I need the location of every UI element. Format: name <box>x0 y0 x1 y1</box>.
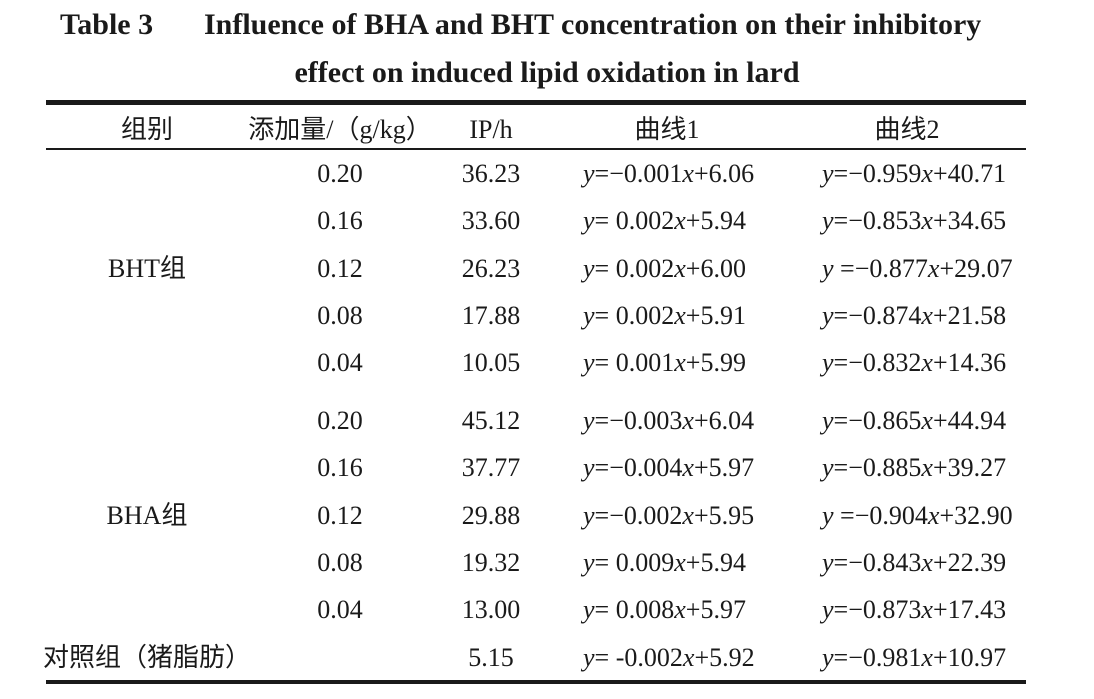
bottom-rule <box>46 680 1026 684</box>
cell-dose: 0.16 <box>317 206 363 236</box>
cell-dose: 0.12 <box>317 500 363 530</box>
cell-ip: 10.05 <box>461 348 521 377</box>
cell-dose: 0.08 <box>317 547 363 577</box>
cell-ip: 17.88 <box>461 300 521 330</box>
cell-curve2: y =−0.904x+32.90 <box>822 500 1013 530</box>
cell-dose: 0.04 <box>317 595 363 624</box>
cell-ip: 33.60 <box>461 206 521 236</box>
cell-ip: 37.77 <box>461 453 521 483</box>
group-label: BHA组 <box>106 500 188 530</box>
header-dose: 添加量/（g/kg） <box>248 115 432 144</box>
cell-curve1: y=−0.002x+5.95 <box>583 500 755 530</box>
cell-curve1: y= 0.002x+5.94 <box>583 206 746 236</box>
table-number: Table 3 <box>60 8 154 41</box>
cell-curve2: y=−0.832x+14.36 <box>822 348 1007 377</box>
control-label: 对照组（猪脂肪） <box>42 643 252 672</box>
cell-curve2: y=−0.959x+40.71 <box>822 159 1007 188</box>
header-group: 组别 <box>120 115 174 144</box>
cell-curve1: y= 0.002x+5.91 <box>583 300 746 330</box>
cell-curve2: y =−0.877x+29.07 <box>822 253 1013 283</box>
cell-curve2: y=−0.843x+22.39 <box>822 547 1007 577</box>
cell-dose: 0.20 <box>317 406 363 435</box>
cell-curve1: y= 0.001x+5.99 <box>583 348 746 377</box>
cell-ip: 26.23 <box>461 253 521 283</box>
cell-curve2: y=−0.873x+17.43 <box>822 595 1007 624</box>
top-rule <box>46 100 1026 105</box>
cell-curve2: y=−0.874x+21.58 <box>822 300 1007 330</box>
cell-curve1: y= 0.002x+6.00 <box>583 253 746 283</box>
control-ip: 5.15 <box>468 643 514 672</box>
cell-curve2: y=−0.853x+34.65 <box>822 206 1007 236</box>
control-curve2: y=−0.981x+10.97 <box>822 643 1007 672</box>
cell-ip: 29.88 <box>461 500 521 530</box>
cell-dose: 0.04 <box>317 348 363 377</box>
cell-ip: 19.32 <box>461 547 521 577</box>
group-label: BHT组 <box>107 253 187 283</box>
cell-curve1: y=−0.004x+5.97 <box>583 453 755 483</box>
cell-dose: 0.20 <box>317 159 363 188</box>
cell-dose: 0.08 <box>317 300 363 330</box>
cell-curve1: y= 0.009x+5.94 <box>583 547 746 577</box>
cell-curve1: y=−0.001x+6.06 <box>583 159 755 188</box>
table-title-line1: Table 3 Influence of BHA and BHT concentr… <box>60 1 981 48</box>
header-curve1: 曲线1 <box>634 115 700 144</box>
cell-curve1: y=−0.003x+6.04 <box>583 406 755 435</box>
cell-dose: 0.16 <box>317 453 363 483</box>
cell-curve1: y= 0.008x+5.97 <box>583 595 746 624</box>
cell-ip: 36.23 <box>461 159 521 188</box>
control-curve1: y= -0.002x+5.92 <box>583 643 755 672</box>
cell-curve2: y=−0.865x+44.94 <box>822 406 1007 435</box>
header-curve2: 曲线2 <box>874 115 940 144</box>
table-title-line2: effect on induced lipid oxidation in lar… <box>294 56 800 89</box>
cell-dose: 0.12 <box>317 253 363 283</box>
cell-curve2: y=−0.885x+39.27 <box>822 453 1007 483</box>
cell-ip: 13.00 <box>461 595 521 624</box>
header-ip: IP/h <box>469 115 513 144</box>
cell-ip: 45.12 <box>461 406 521 435</box>
table-title-text-1: Influence of BHA and BHT concentration o… <box>204 8 982 41</box>
header-rule <box>46 148 1026 150</box>
